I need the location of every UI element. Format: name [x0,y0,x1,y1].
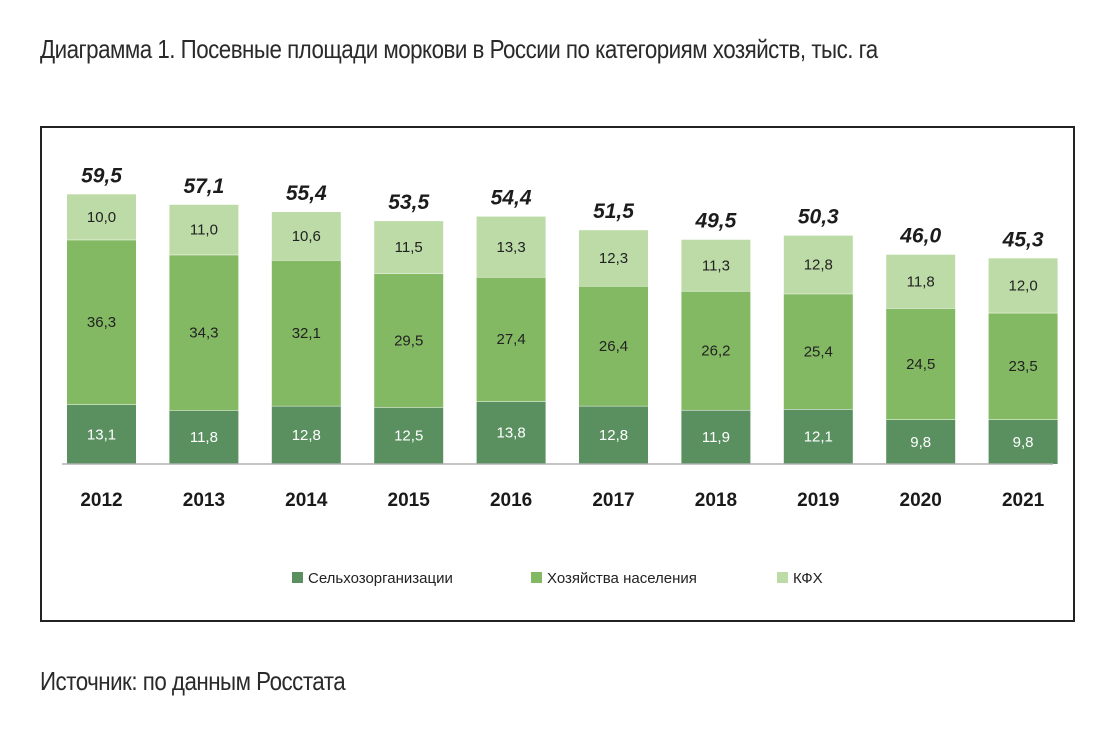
legend: Сельхозорганизации Хозяйства населения КФХ [292,570,823,587]
segment-value-label: 26,2 [701,343,730,360]
segment-value-label: 25,4 [804,343,833,360]
segment-value-label: 11,5 [395,239,423,256]
bar-segment [886,308,956,420]
segment-value-label: 13,3 [496,239,525,256]
total-value-label: 50,3 [798,206,839,229]
total-value-label: 53,5 [388,191,429,214]
bar-segment [681,409,751,464]
x-tick-label: 2019 [797,490,839,511]
segment-value-label: 11,8 [907,273,935,290]
total-value-label: 59,5 [81,164,122,187]
segment-value-label: 26,4 [599,338,628,355]
total-value-label: 55,4 [286,182,327,205]
legend-label: Сельхозорганизации [308,570,453,587]
stacked-bar-chart: 13,1 36,3 10,0 59,5 2012 11,8 34,3 11,0 57,1 2013… [62,164,1058,587]
total-value-label: 54,4 [491,187,532,210]
bar-segment [374,407,444,464]
bar-segment [886,419,956,464]
segment-value-label: 12,0 [1008,278,1037,295]
total-value-label: 51,5 [593,200,634,223]
bar-segment [681,239,751,292]
segment-value-label: 11,8 [190,429,218,446]
source-note: Источник: по данным Росстата [40,666,346,696]
segment-value-label: 27,4 [496,331,525,348]
bar-segment [169,410,239,464]
bar-segment [169,204,239,255]
x-tick-label: 2020 [900,490,942,511]
segment-value-label: 12,3 [599,250,628,267]
segment-value-label: 10,0 [87,209,116,226]
bar-segment [374,221,444,274]
segment-value-label: 12,8 [292,427,321,444]
total-value-label: 45,3 [1002,228,1044,251]
bar-segment [988,312,1058,420]
bar-segment [271,405,341,464]
segment-value-label: 13,1 [87,426,116,443]
segment-value-label: 11,3 [702,257,730,274]
x-tick-label: 2018 [695,490,737,511]
segment-value-label: 13,8 [496,425,525,442]
bar-segment [681,291,751,410]
bar-segment [579,230,648,287]
bar-segment [988,419,1058,464]
bar-segment [271,212,341,261]
bar-segment [783,293,853,410]
segment-value-label: 24,5 [906,356,935,373]
bar-segment [374,273,444,408]
segment-value-label: 36,3 [87,314,116,331]
x-tick-label: 2013 [183,490,225,511]
segment-value-label: 12,8 [599,427,628,444]
x-tick-label: 2012 [80,490,122,511]
x-tick-label: 2021 [1002,490,1045,511]
bar-segment [476,216,546,277]
segment-value-label: 32,1 [292,325,321,342]
segment-value-label: 34,3 [189,325,218,342]
bar-segment [988,258,1058,313]
bar-segment [476,401,546,464]
segment-value-label: 23,5 [1008,358,1037,375]
legend-label: Хозяйства населения [547,570,697,587]
x-tick-label: 2016 [490,490,532,511]
segment-value-label: 11,9 [702,429,730,446]
bar-segment [886,254,956,309]
chart-title: Диаграмма 1. Посевные площади моркови в … [40,34,878,64]
segment-value-label: 12,5 [394,428,423,445]
legend-swatch [292,572,303,583]
bar-segment [67,239,136,405]
bars-group: 13,1 36,3 10,0 59,5 2012 11,8 34,3 11,0 57,1 2013… [67,164,1058,511]
legend-swatch [777,572,788,583]
legend-swatch [531,572,542,583]
bar-segment [783,235,853,294]
bar-segment [67,194,136,240]
bar-segment [271,260,341,406]
total-value-label: 49,5 [694,210,736,233]
bar-segment [169,254,239,411]
x-tick-label: 2017 [592,490,634,511]
bar-segment [579,405,648,464]
segment-value-label: 11,0 [190,222,218,239]
chart-frame [40,126,1075,622]
bar-segment [67,404,136,464]
segment-value-label: 10,6 [292,228,321,245]
total-value-label: 57,1 [183,175,224,198]
x-tick-label: 2015 [388,490,431,511]
segment-value-label: 9,8 [1013,434,1034,451]
bar-segment [783,409,853,464]
segment-value-label: 12,1 [804,429,833,446]
segment-value-label: 12,8 [804,257,833,274]
total-value-label: 46,0 [899,225,941,248]
segment-value-label: 9,8 [910,434,931,451]
legend-label: КФХ [793,570,823,587]
bar-segment [476,276,546,402]
x-tick-label: 2014 [285,490,328,511]
segment-value-label: 29,5 [394,332,423,349]
bar-segment [579,286,648,406]
